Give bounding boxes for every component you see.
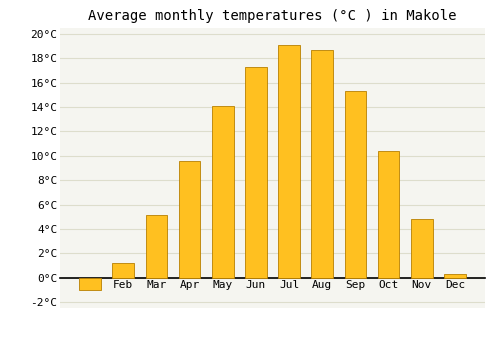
Bar bbox=[179, 161, 201, 278]
Bar bbox=[344, 91, 366, 278]
Title: Average monthly temperatures (°C ) in Makole: Average monthly temperatures (°C ) in Ma… bbox=[88, 9, 457, 23]
Bar bbox=[212, 106, 234, 278]
Bar bbox=[278, 45, 300, 278]
Bar bbox=[245, 67, 266, 278]
Bar bbox=[146, 216, 167, 278]
Bar bbox=[411, 219, 432, 278]
Bar bbox=[378, 151, 400, 278]
Bar bbox=[444, 274, 466, 278]
Bar bbox=[112, 263, 134, 278]
Bar bbox=[312, 50, 333, 278]
Bar bbox=[80, 278, 101, 290]
